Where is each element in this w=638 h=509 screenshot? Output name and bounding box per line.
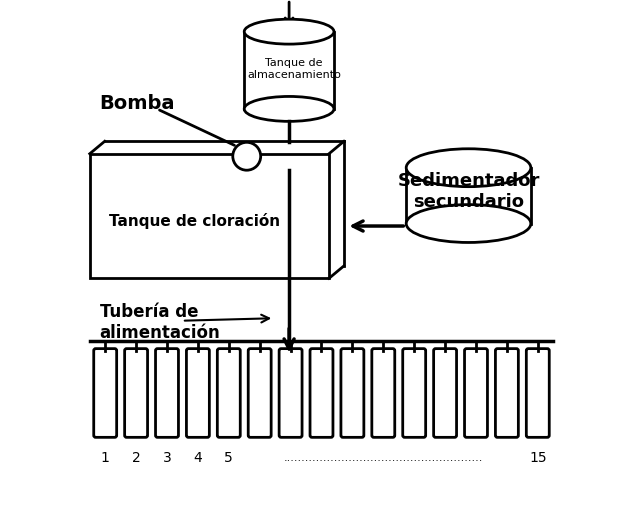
Ellipse shape [406,149,531,187]
Text: Tubería de
alimentación: Tubería de alimentación [100,303,221,342]
FancyBboxPatch shape [341,349,364,437]
FancyBboxPatch shape [156,349,179,437]
Bar [90,154,329,278]
FancyBboxPatch shape [310,349,333,437]
Text: .......................................................: ........................................… [284,453,483,463]
FancyBboxPatch shape [124,349,147,437]
Text: Sedimentador
secundario: Sedimentador secundario [397,172,540,211]
FancyBboxPatch shape [403,349,426,437]
FancyBboxPatch shape [94,349,117,437]
Text: Tanque de cloración: Tanque de cloración [109,213,281,229]
FancyBboxPatch shape [526,349,549,437]
Ellipse shape [244,19,334,44]
FancyBboxPatch shape [186,349,209,437]
Text: 15: 15 [529,451,547,465]
FancyBboxPatch shape [248,349,271,437]
Ellipse shape [244,96,334,121]
FancyBboxPatch shape [218,349,241,437]
FancyBboxPatch shape [279,349,302,437]
FancyBboxPatch shape [464,349,487,437]
Ellipse shape [406,205,531,242]
FancyBboxPatch shape [372,349,395,437]
FancyBboxPatch shape [434,349,457,437]
Bar [406,167,531,223]
Text: 4: 4 [193,451,202,465]
FancyBboxPatch shape [496,349,518,437]
Bar [244,32,334,109]
Text: 5: 5 [225,451,233,465]
Text: Bomba: Bomba [100,95,175,114]
Text: 1: 1 [101,451,110,465]
Circle shape [233,143,261,170]
Text: 2: 2 [131,451,140,465]
Text: 3: 3 [163,451,172,465]
Text: Tanque de
almacenamiento: Tanque de almacenamiento [247,58,341,80]
